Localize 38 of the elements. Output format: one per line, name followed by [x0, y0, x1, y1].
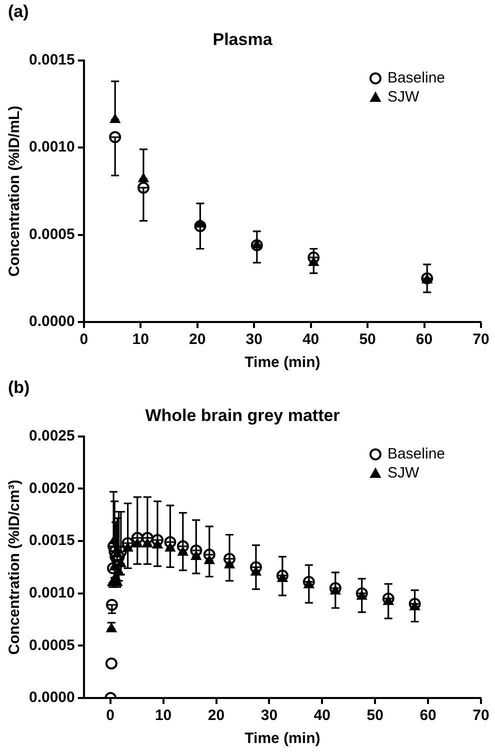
- x-tick-label: 40: [314, 707, 330, 724]
- text: (b): [8, 378, 30, 398]
- y-axis-title: Concentration (%ID/mL): [6, 106, 24, 277]
- x-tick-label: 30: [260, 707, 278, 724]
- x-tick-label: 10: [154, 707, 172, 724]
- x-tick-label: 20: [189, 331, 206, 348]
- text: (a): [8, 2, 29, 22]
- y-tick-label: 0.0000: [28, 313, 75, 330]
- legend-label: Baseline: [387, 446, 446, 463]
- y-axis-title: Concentration (%ID/cm³): [6, 480, 24, 655]
- x-tick-label: 30: [246, 331, 262, 348]
- y-tick-label: 0.0020: [28, 480, 75, 497]
- x-tick-label: 60: [420, 707, 436, 724]
- x-tick-label: 0: [106, 707, 115, 724]
- y-tick-label: 0.0005: [28, 636, 75, 654]
- y-tick-label: 0.0015: [28, 532, 75, 550]
- x-tick-label: 10: [132, 331, 149, 348]
- y-tick-label: 0.0005: [28, 226, 75, 243]
- legend-label: SJW: [387, 464, 420, 482]
- x-tick-label: 40: [302, 331, 320, 348]
- x-tick-label: 60: [416, 331, 433, 348]
- x-tick-label: 70: [472, 331, 490, 348]
- legend-label: SJW: [387, 88, 420, 106]
- x-axis-title: Time (min): [244, 354, 320, 372]
- y-tick-label: 0.0000: [28, 689, 75, 706]
- y-tick-label: 0.0010: [28, 138, 75, 156]
- x-tick-label: 0: [80, 331, 88, 348]
- y-tick-label: 0.0015: [28, 52, 75, 69]
- legend-label: Baseline: [387, 70, 446, 87]
- chart-title: Plasma: [212, 30, 273, 49]
- y-tick-label: 0.0025: [28, 428, 75, 445]
- y-tick-label: 0.0010: [28, 584, 75, 602]
- x-tick-label: 20: [208, 707, 225, 724]
- chart-title: Whole brain grey matter: [145, 406, 340, 425]
- x-tick-label: 50: [359, 331, 376, 348]
- x-tick-label: 50: [366, 707, 384, 724]
- x-tick-label: 70: [472, 707, 490, 724]
- x-axis-title: Time (min): [244, 730, 320, 748]
